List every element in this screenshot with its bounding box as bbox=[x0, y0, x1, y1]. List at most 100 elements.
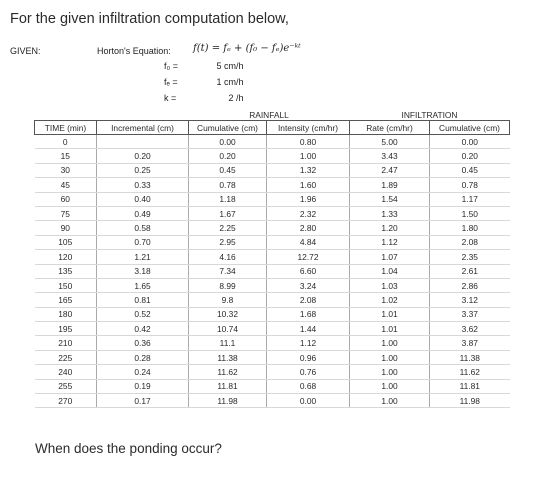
table-cell: 2.86 bbox=[429, 278, 510, 294]
table-cell: 3.18 bbox=[96, 264, 189, 279]
table-cell: 120 bbox=[34, 249, 97, 265]
table-row: 150 1.65 8.99 3.24 1.03 2.86 bbox=[34, 278, 510, 294]
table-cell: 4.16 bbox=[188, 249, 267, 265]
table-cell: 0.78 bbox=[429, 177, 510, 193]
table-cell: 0.20 bbox=[429, 148, 510, 164]
param-fc-value: 1 cm/h bbox=[216, 77, 244, 87]
param-fc-name: fₑ = bbox=[164, 77, 178, 87]
table-cell: 3.43 bbox=[349, 148, 430, 164]
table-cell: 1.02 bbox=[349, 292, 430, 308]
table-cell: 12.72 bbox=[266, 249, 350, 265]
table-cell: 1.07 bbox=[349, 249, 430, 265]
table-cell: 10.74 bbox=[188, 321, 267, 337]
infiltration-table: RAINFALL INFILTRATION TIME (min) Increme… bbox=[34, 109, 510, 409]
table-cell: 1.54 bbox=[349, 192, 430, 207]
param-k-value: 2 /h bbox=[228, 93, 244, 103]
given-section: GIVEN: Horton's Equation: f(t) = fₑ + (f… bbox=[10, 43, 330, 113]
table-row: 90 0.58 2.25 2.80 1.20 1.80 bbox=[34, 220, 510, 236]
table-column-header: TIME (min) Incremental (cm) Cumulative (… bbox=[34, 120, 510, 135]
table-row: 120 1.21 4.16 12.72 1.07 2.35 bbox=[34, 249, 510, 265]
table-cell: 1.00 bbox=[349, 350, 430, 366]
question-text: For the given infiltration computation b… bbox=[10, 11, 289, 27]
ponding-question: When does the ponding occur? bbox=[35, 441, 222, 456]
table-cell: 0.70 bbox=[96, 235, 189, 251]
table-cell: 0.96 bbox=[266, 350, 350, 366]
table-row: 45 0.33 0.78 1.60 1.89 0.78 bbox=[34, 177, 510, 193]
table-cell: 1.33 bbox=[349, 206, 430, 222]
param-k-name: k = bbox=[164, 93, 177, 103]
table-cell: 11.62 bbox=[429, 364, 510, 380]
table-cell: 75 bbox=[34, 206, 97, 222]
table-cell: 11.81 bbox=[429, 379, 510, 395]
table-cell: 2.80 bbox=[266, 220, 350, 236]
table-cell: 11.38 bbox=[429, 350, 510, 366]
rainfall-group-header: RAINFALL bbox=[188, 109, 350, 121]
table-cell: 6.60 bbox=[266, 264, 350, 279]
table-cell: 240 bbox=[34, 364, 97, 380]
table-cell: 45 bbox=[34, 177, 97, 193]
table-cell: 0 bbox=[34, 134, 97, 150]
table-cell: 1.20 bbox=[349, 220, 430, 236]
table-cell: 11.98 bbox=[429, 393, 510, 409]
table-cell: 255 bbox=[34, 379, 97, 395]
table-cell: 1.60 bbox=[266, 177, 350, 193]
table-cell: 225 bbox=[34, 350, 97, 366]
table-cell: 1.04 bbox=[349, 264, 430, 279]
table-cell: 2.35 bbox=[429, 249, 510, 265]
table-cell: 1.12 bbox=[349, 235, 430, 251]
table-cell: 1.80 bbox=[429, 220, 510, 236]
table-cell: 0.25 bbox=[96, 163, 189, 179]
table-cell: 210 bbox=[34, 335, 97, 351]
table-cell: 1.50 bbox=[429, 206, 510, 222]
table-cell: 2.95 bbox=[188, 235, 267, 251]
table-cell: 270 bbox=[34, 393, 97, 409]
table-cell: 0.36 bbox=[96, 335, 189, 351]
table-cell: 1.65 bbox=[96, 278, 189, 294]
table-cell: 0.42 bbox=[96, 321, 189, 337]
table-cell: 0.28 bbox=[96, 350, 189, 366]
table-cell: 0.33 bbox=[96, 177, 189, 193]
table-cell: 0.76 bbox=[266, 364, 350, 380]
table-cell: 0.00 bbox=[188, 134, 267, 150]
table-cell: 1.17 bbox=[429, 192, 510, 207]
header-rain-cumulative: Cumulative (cm) bbox=[188, 120, 267, 135]
header-infil-cumulative: Cumulative (cm) bbox=[429, 120, 510, 135]
table-cell: 105 bbox=[34, 235, 97, 251]
table-cell: 30 bbox=[34, 163, 97, 179]
table-cell: 15 bbox=[34, 148, 97, 164]
table-cell: 150 bbox=[34, 278, 97, 294]
table-row: 15 0.20 0.20 1.00 3.43 0.20 bbox=[34, 148, 510, 164]
param-f0-value: 5 cm/h bbox=[216, 61, 244, 71]
table-cell: 0.00 bbox=[266, 393, 350, 409]
table-cell: 2.47 bbox=[349, 163, 430, 179]
table-cell: 1.00 bbox=[349, 393, 430, 409]
table-cell: 90 bbox=[34, 220, 97, 236]
table-cell: 60 bbox=[34, 192, 97, 207]
table-row: 210 0.36 11.1 1.12 1.00 3.87 bbox=[34, 335, 510, 351]
table-cell: 0.19 bbox=[96, 379, 189, 395]
table-row: 225 0.28 11.38 0.96 1.00 11.38 bbox=[34, 350, 510, 366]
table-row: 165 0.81 9.8 2.08 1.02 3.12 bbox=[34, 292, 510, 308]
table-cell: 1.18 bbox=[188, 192, 267, 207]
table-cell: 0.68 bbox=[266, 379, 350, 395]
table-cell: 1.00 bbox=[349, 335, 430, 351]
table-row: 240 0.24 11.62 0.76 1.00 11.62 bbox=[34, 364, 510, 380]
table-cell: 5.00 bbox=[349, 134, 430, 150]
table-cell: 1.68 bbox=[266, 307, 350, 323]
table-cell: 1.89 bbox=[349, 177, 430, 193]
table-cell: 0.20 bbox=[96, 148, 189, 164]
table-row: 0 0.00 0.80 5.00 0.00 bbox=[34, 134, 510, 150]
table-cell: 2.08 bbox=[429, 235, 510, 251]
table-cell: 180 bbox=[34, 307, 97, 323]
table-cell: 1.67 bbox=[188, 206, 267, 222]
table-cell: 1.96 bbox=[266, 192, 350, 207]
infiltration-group-header: INFILTRATION bbox=[349, 109, 510, 121]
table-cell: 0.17 bbox=[96, 393, 189, 409]
table-cell: 135 bbox=[34, 264, 97, 279]
table-cell: 195 bbox=[34, 321, 97, 337]
table-row: 75 0.49 1.67 2.32 1.33 1.50 bbox=[34, 206, 510, 222]
table-row: 30 0.25 0.45 1.32 2.47 0.45 bbox=[34, 163, 510, 179]
table-cell: 4.84 bbox=[266, 235, 350, 251]
table-cell: 11.38 bbox=[188, 350, 267, 366]
table-cell: 1.03 bbox=[349, 278, 430, 294]
